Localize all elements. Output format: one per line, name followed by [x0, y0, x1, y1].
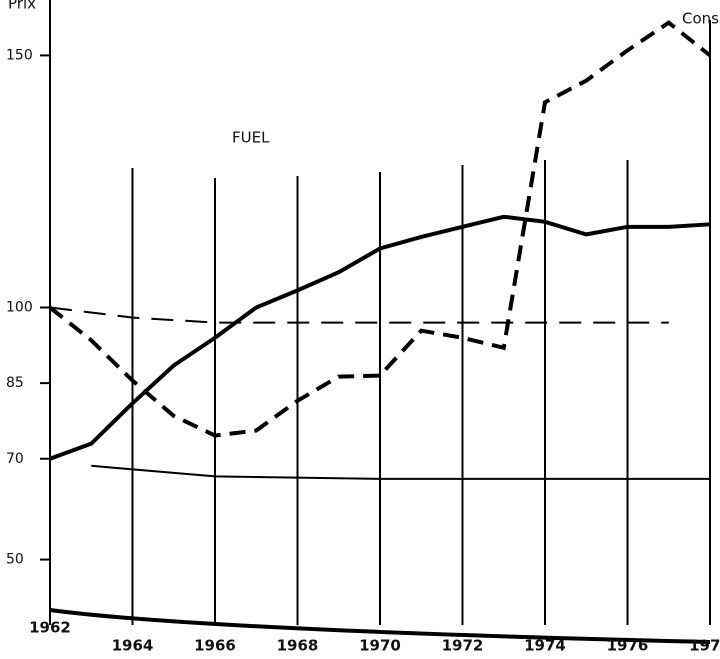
x-tick-label: 1962	[29, 619, 71, 637]
x-tick-label: 1970	[359, 637, 401, 655]
x-tick-label: 1976	[607, 637, 649, 655]
y-tick-label: 50	[6, 552, 24, 568]
y-tick-label: 70	[6, 451, 24, 467]
y-tick-label: 150	[6, 47, 33, 63]
x-tick-label: 1966	[194, 637, 236, 655]
series-line	[49, 306, 669, 324]
series-line	[49, 214, 711, 461]
y-tick-label: 85	[6, 375, 24, 391]
annotation: Cons	[682, 10, 719, 28]
x-tick-label: 1964	[112, 637, 154, 655]
series-line	[91, 464, 710, 480]
y-tick-label: 100	[6, 300, 33, 316]
x-tick-label: 1968	[277, 637, 319, 655]
baseline	[49, 608, 711, 644]
chart-title: FUEL	[232, 129, 270, 147]
x-tick-label: 1972	[442, 637, 484, 655]
y-axis-label: Prix	[8, 0, 36, 13]
x-tick-label: 1978	[689, 637, 720, 655]
x-tick-label: 1974	[524, 637, 566, 655]
